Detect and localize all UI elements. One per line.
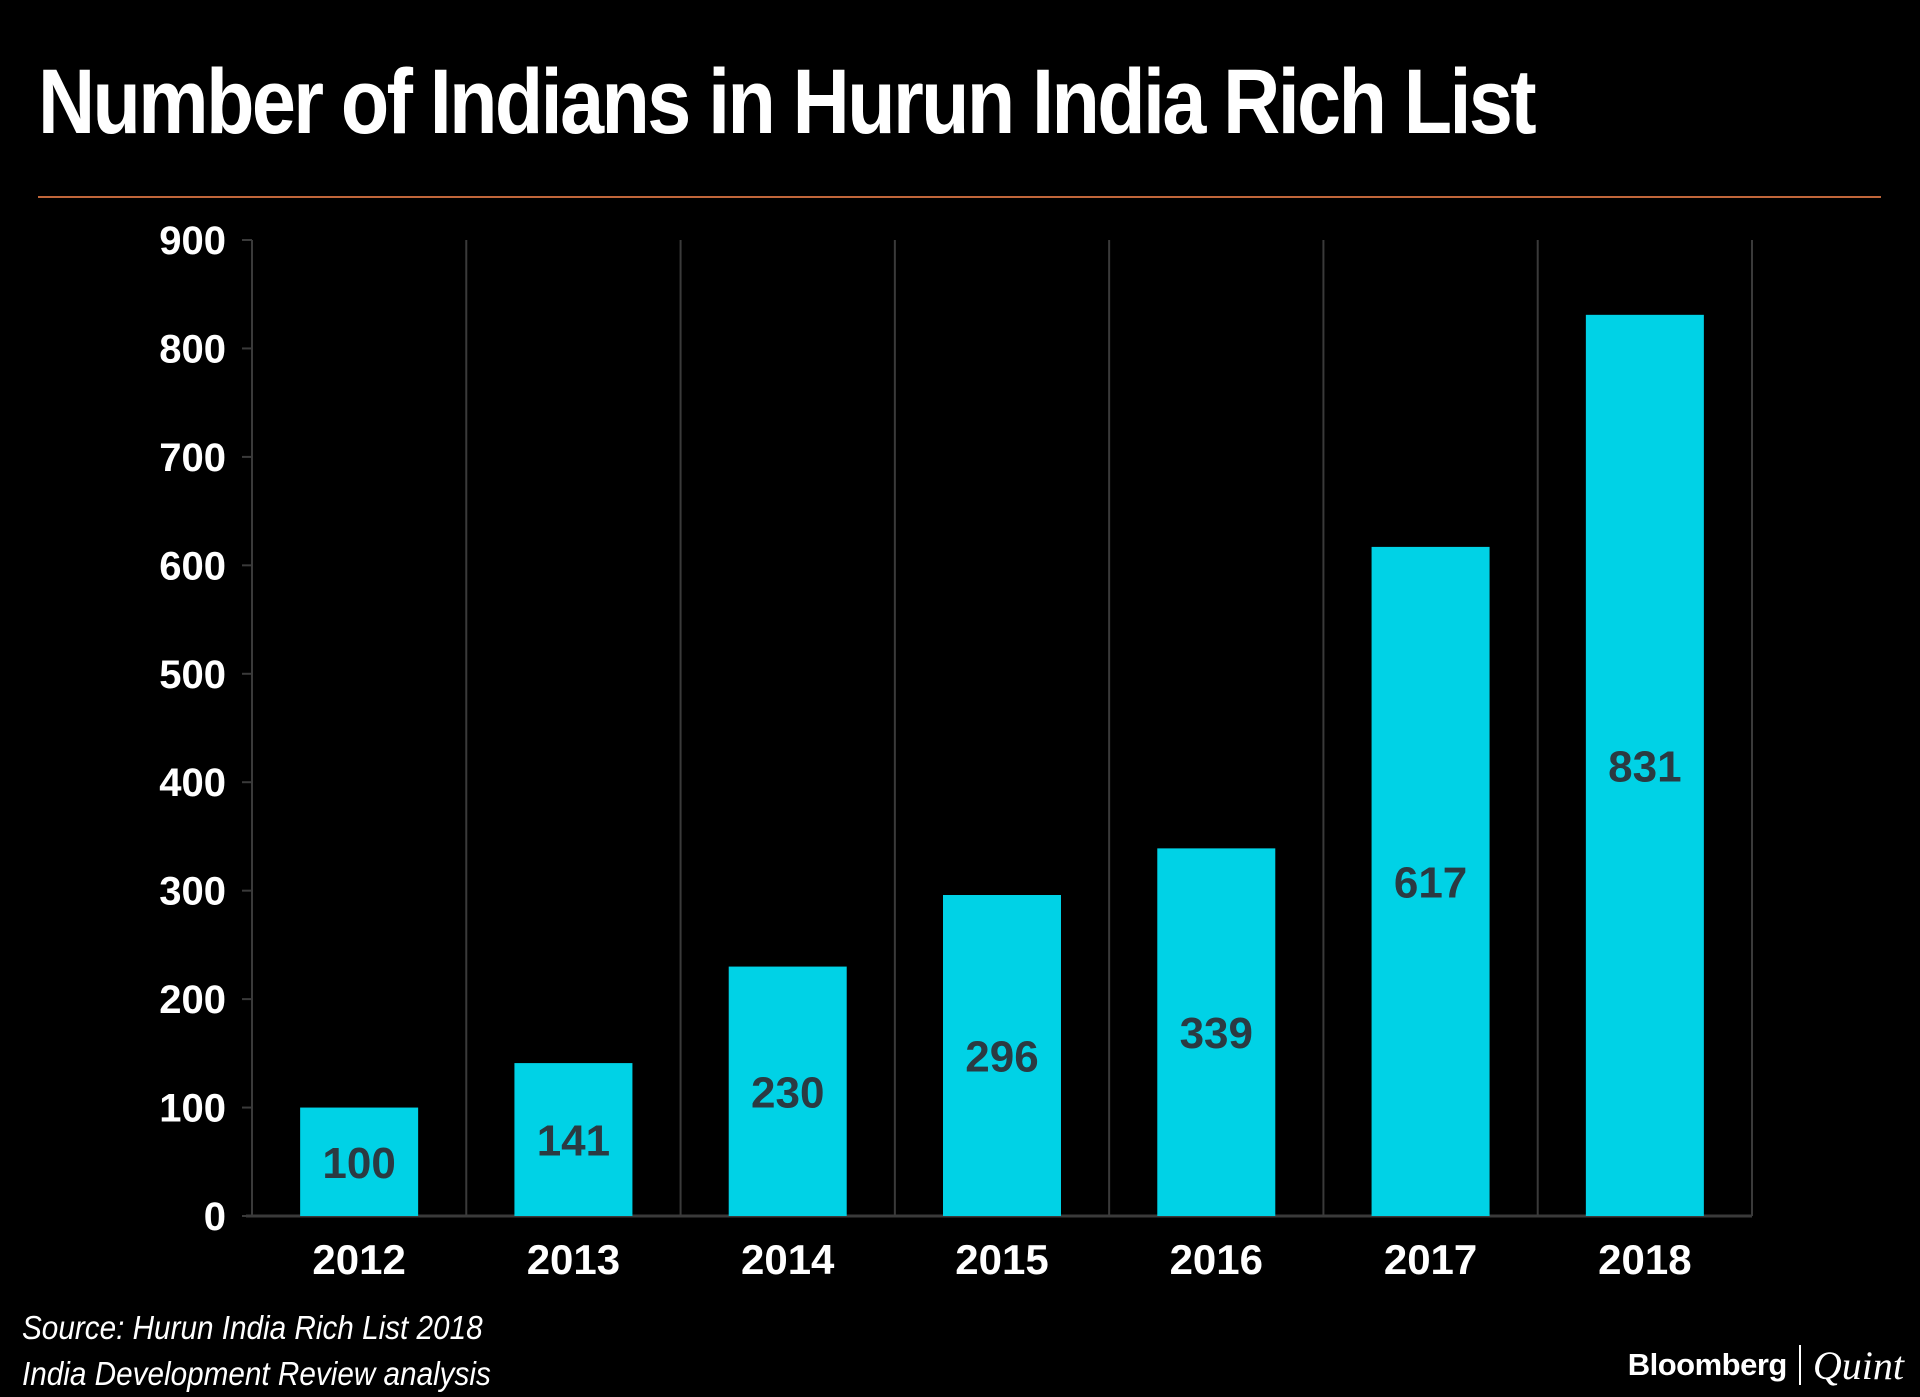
y-tick-label: 500 <box>159 653 226 697</box>
title-divider <box>38 196 1881 198</box>
y-tick-labels: 0 100 200 300 400 500 600 700 800 900 <box>159 219 226 1239</box>
bar <box>1157 848 1276 1216</box>
bar-data-label: 141 <box>537 1117 610 1166</box>
y-tick-label: 100 <box>159 1087 226 1131</box>
bar <box>1371 546 1490 1216</box>
bar-data-label: 617 <box>1394 858 1467 907</box>
source-note: Source: Hurun India Rich List 2018 India… <box>22 1305 491 1397</box>
bar <box>300 1107 419 1216</box>
y-tick-label: 300 <box>159 870 226 914</box>
brand-separator <box>1798 1345 1801 1385</box>
y-tick-label: 800 <box>159 327 226 371</box>
bar <box>943 895 1061 1216</box>
y-tick-label: 400 <box>159 761 226 805</box>
x-tick-label: 2017 <box>1384 1236 1477 1283</box>
y-tick-label: 700 <box>159 436 226 480</box>
bar-data-label: 831 <box>1608 742 1681 791</box>
x-tick-label: 2014 <box>741 1236 835 1283</box>
bar <box>514 1063 633 1216</box>
bar-data-label: 296 <box>965 1033 1038 1082</box>
y-tick-label: 200 <box>159 978 226 1022</box>
y-tick-label: 0 <box>204 1195 226 1239</box>
bar-data-label: 100 <box>322 1139 395 1188</box>
y-tick-label: 600 <box>159 544 226 588</box>
source-line-1: Source: Hurun India Rich List 2018 <box>22 1309 483 1346</box>
brand-bloomberg: Bloomberg <box>1627 1347 1788 1382</box>
x-tick-label: 2012 <box>312 1236 405 1283</box>
grid-lines <box>251 240 1753 1216</box>
bar <box>728 966 847 1216</box>
chart-title: Number of Indians in Hurun India Rich Li… <box>38 51 1537 153</box>
bars <box>300 314 1704 1216</box>
brand-quint: Quint <box>1812 1342 1904 1388</box>
y-tick-label: 900 <box>159 219 226 263</box>
brand-logo: Bloomberg Quint <box>1628 1340 1904 1390</box>
bar-data-label: 339 <box>1180 1009 1253 1058</box>
source-line-2: India Development Review analysis <box>22 1355 491 1392</box>
x-tick-label: 2013 <box>527 1236 620 1283</box>
x-tick-label: 2018 <box>1598 1236 1691 1283</box>
x-tick-labels: 2012 2013 2014 2015 2016 2017 2018 <box>312 1236 1691 1283</box>
bar <box>1585 314 1704 1216</box>
bar-data-label: 230 <box>751 1068 824 1117</box>
x-tick-label: 2015 <box>955 1236 1048 1283</box>
x-tick-label: 2016 <box>1170 1236 1263 1283</box>
data-labels: 100 141 230 296 339 617 831 <box>322 742 1681 1187</box>
